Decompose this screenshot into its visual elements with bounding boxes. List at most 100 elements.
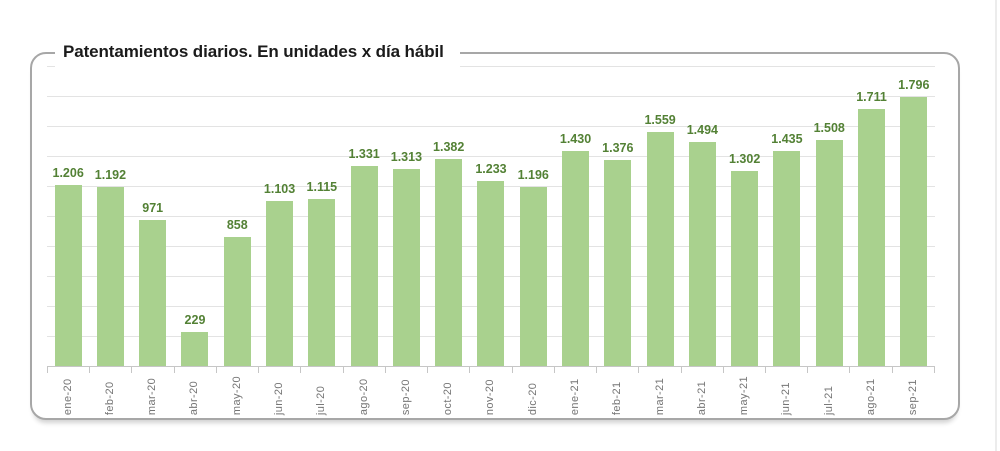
x-axis-label-cell: oct-20 (428, 376, 470, 415)
bar-value-label: 1.313 (390, 150, 423, 164)
bar-slot: 1.494 (681, 66, 723, 366)
x-axis-label-cell: abr-20 (174, 376, 216, 415)
axis-tick (638, 366, 680, 373)
bar-value-label: 1.196 (517, 168, 549, 182)
bar (688, 142, 716, 366)
x-axis-label-cell: may-20 (216, 376, 258, 415)
bar (857, 109, 885, 366)
gridline (47, 96, 935, 97)
axis-tick (173, 366, 216, 373)
bar (139, 220, 167, 366)
x-axis-label-cell: jul-20 (301, 376, 343, 415)
bar-chart-plot-area: 1.206 1.192 971 229 858 1.103 1.115 1.331 1.313 1… (47, 66, 935, 415)
bar-value-label: 1.331 (348, 147, 380, 161)
x-axis-label-cell: jun-20 (258, 376, 300, 415)
bar (266, 201, 294, 366)
bar-value-label: 1.508 (813, 121, 845, 135)
bar (477, 181, 505, 366)
x-axis-label-cell: ene-20 (47, 376, 89, 415)
axis-tick (764, 366, 807, 373)
bar-slot: 1.376 (597, 66, 639, 366)
x-axis-label: sep-21 (907, 379, 920, 416)
bar-value-label: 1.559 (644, 113, 676, 127)
bar-slot: 1.331 (343, 66, 385, 366)
x-axis-label-cell: feb-21 (597, 376, 639, 416)
x-axis-label: abr-20 (188, 380, 201, 416)
bar-value-label: 1.494 (686, 123, 718, 137)
bar-value-label: 1.376 (602, 141, 634, 155)
bars-container: 1.206 1.192 971 229 858 1.103 1.115 1.331 1.313 1… (47, 66, 935, 366)
axis-tick (47, 366, 89, 373)
x-axis-line (47, 366, 935, 367)
x-axis-label: ene-21 (569, 378, 582, 416)
x-axis-label-cell: ago-20 (343, 376, 385, 415)
x-axis-label: oct-20 (442, 382, 455, 416)
x-axis-label: ene-20 (61, 378, 74, 416)
x-axis-label: feb-21 (611, 381, 624, 416)
axis-tick (258, 366, 300, 373)
x-axis-label: ago-21 (864, 378, 877, 416)
bar-slot: 1.233 (470, 66, 512, 366)
bar (773, 151, 801, 366)
axis-tick (89, 366, 131, 373)
x-axis-label: nov-20 (484, 379, 497, 416)
bar-value-label: 1.382 (433, 140, 465, 154)
axis-tick (131, 366, 173, 373)
x-axis-label-cell: may-21 (724, 376, 766, 415)
bar-slot: 1.711 (850, 66, 892, 366)
x-axis-label-cell: ene-21 (554, 376, 596, 415)
axis-tick (511, 366, 554, 373)
bar (435, 159, 463, 366)
bar-slot: 1.115 (301, 66, 343, 366)
gridline (47, 156, 935, 157)
bar (731, 171, 759, 366)
x-axis-label-cell: nov-20 (470, 376, 512, 415)
x-axis-label-cell: ago-21 (850, 376, 892, 415)
bar-value-label: 1.192 (94, 168, 127, 182)
bar-value-label: 1.103 (263, 182, 296, 196)
bar-value-label: 1.206 (52, 166, 84, 180)
bar (392, 169, 420, 366)
axis-tick (849, 366, 891, 373)
bar-value-label: 1.233 (475, 162, 507, 176)
axis-tick (596, 366, 638, 373)
bar (646, 132, 674, 366)
x-axis-label-cell: dic-20 (512, 376, 554, 415)
bar (54, 185, 82, 366)
x-axis-label-cell: jun-21 (766, 376, 808, 415)
bar-slot: 1.382 (428, 66, 470, 366)
bar-slot: 1.192 (89, 66, 131, 366)
bar (308, 199, 336, 366)
bar-slot: 1.430 (554, 66, 596, 366)
bar-value-label: 971 (142, 201, 164, 215)
bar-slot: 1.559 (639, 66, 681, 366)
axis-tick (891, 366, 935, 373)
axis-tick (384, 366, 427, 373)
bar (223, 237, 251, 366)
bar-slot: 1.196 (512, 66, 554, 366)
bar-value-label: 1.435 (771, 132, 803, 146)
x-axis-label-cell: mar-20 (132, 376, 174, 415)
bar (519, 187, 547, 366)
bar-value-label: 1.430 (559, 132, 592, 146)
bar-value-label: 858 (226, 218, 248, 232)
bar-slot: 1.206 (47, 66, 89, 366)
x-axis-label: abr-21 (695, 380, 708, 416)
axis-tick (722, 366, 765, 373)
axis-tick (215, 366, 258, 373)
bar (96, 187, 124, 366)
bar-slot: 971 (132, 66, 174, 366)
x-axis-label: mar-20 (146, 377, 159, 416)
x-axis-label-cell: feb-20 (89, 376, 131, 416)
bar-value-label: 1.302 (729, 152, 761, 166)
chart-title: Patentamientos diarios. En unidades x dí… (55, 41, 460, 72)
axis-tick (807, 366, 849, 373)
x-axis-ticks (47, 366, 935, 373)
bar-slot: 1.313 (385, 66, 427, 366)
chart-card: Patentamientos diarios. En unidades x dí… (30, 41, 960, 420)
bar-value-label: 1.711 (856, 90, 887, 104)
page-right-edge-line (995, 0, 997, 451)
bar-slot: 1.796 (893, 66, 935, 366)
bar-slot: 1.103 (258, 66, 300, 366)
